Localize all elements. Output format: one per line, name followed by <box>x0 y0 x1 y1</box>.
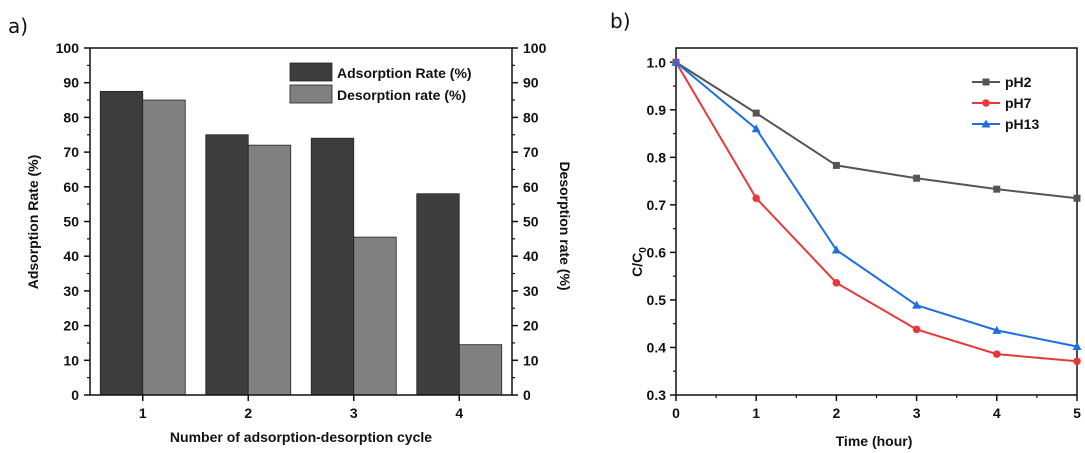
chart-a-right-tick-label-50: 50 <box>523 214 539 230</box>
chart-b-x-axis-title: Time (hour) <box>836 433 913 449</box>
data-point-ph7-t2 <box>832 279 841 287</box>
chart-a-right-tick-label-40: 40 <box>523 248 539 264</box>
chart-a-left-tick-label-10: 10 <box>63 352 79 368</box>
chart-a-left-tick-label-30: 30 <box>63 283 79 299</box>
chart-b-x-tick-label-5: 5 <box>1073 405 1081 421</box>
chart-a-right-tick-label-100: 100 <box>523 40 547 56</box>
data-point-ph13-t0 <box>671 57 681 66</box>
chart-b-y-tick-label-0.3: 0.3 <box>647 387 667 403</box>
data-point-ph13-t5 <box>1072 342 1082 351</box>
chart-a-right-tick-label-20: 20 <box>523 318 539 334</box>
data-point-ph2-t2 <box>832 161 840 169</box>
legend-label-ph13: pH13 <box>1005 116 1039 132</box>
bar-desorption-cycle-1 <box>142 99 186 396</box>
data-point-ph13-t3 <box>912 300 922 309</box>
legend-swatch-desorption <box>289 84 333 104</box>
bar-adsorption-cycle-4 <box>416 193 460 396</box>
chart-b-y-tick-label-0.9: 0.9 <box>647 102 667 118</box>
chart-a-left-tick-label-80: 80 <box>63 109 79 125</box>
y-axis-title-subscript: 0 <box>638 247 649 253</box>
chart-a-left-axis-title: Adsorption Rate (%) <box>25 155 41 290</box>
chart-a-x-tick-label-4: 4 <box>455 405 463 421</box>
chart-b-y-tick-label-1.0: 1.0 <box>647 54 667 70</box>
chart-a-left-tick-label-90: 90 <box>63 75 79 91</box>
bar-desorption-cycle-3 <box>353 236 397 396</box>
chart-a-left-tick-label-50: 50 <box>63 214 79 230</box>
y-axis-title-main: C/C <box>629 253 645 277</box>
chart-a-left-tick-label-40: 40 <box>63 248 79 264</box>
panel-b-label: b) <box>610 9 631 33</box>
chart-a-right-tick-label-70: 70 <box>523 144 539 160</box>
bar-adsorption-cycle-2 <box>205 134 249 396</box>
data-point-ph13-t4 <box>992 325 1002 334</box>
data-point-ph2-t1 <box>752 109 760 117</box>
bar-adsorption-cycle-1 <box>99 90 144 396</box>
chart-b-x-tick-label-0: 0 <box>672 405 680 421</box>
chart-a-left-tick-label-100: 100 <box>56 40 80 56</box>
bar-desorption-cycle-2 <box>247 144 292 396</box>
bar-desorption-cycle-4 <box>458 344 503 396</box>
chart-b-y-tick-label-0.8: 0.8 <box>647 149 667 165</box>
data-point-ph7-t1 <box>752 194 760 203</box>
svg-text:C/C0: C/C0 <box>629 247 649 277</box>
series-line-ph13 <box>675 61 1078 348</box>
chart-a-left-tick-label-70: 70 <box>63 144 79 160</box>
series-line-ph7 <box>675 61 1078 363</box>
chart-b-y-tick-label-0.6: 0.6 <box>647 244 667 260</box>
chart-b-y-axis-title: C/C0 <box>629 247 649 277</box>
legend-label-ph2: pH2 <box>1005 74 1032 90</box>
chart-a-right-tick-label-0: 0 <box>523 387 531 403</box>
data-point-ph7-t4 <box>993 350 1001 358</box>
chart-b-y-tick-label-0.7: 0.7 <box>647 197 667 213</box>
chart-a-left-tick-label-20: 20 <box>63 318 79 334</box>
chart-b-y-tick-label-0.4: 0.4 <box>647 339 667 355</box>
chart-a-x-tick-label-2: 2 <box>244 405 252 421</box>
legend-marker-ph13 <box>981 119 991 128</box>
panel-a-label: a) <box>8 14 29 38</box>
legend-swatch-adsorption <box>289 62 333 82</box>
chart-b-x-tick-label-1: 1 <box>752 405 760 421</box>
chart-b-y-tick-label-0.5: 0.5 <box>647 292 667 308</box>
chart-a-left-tick-label-0: 0 <box>71 387 79 403</box>
chart-a-right-tick-label-30: 30 <box>523 283 539 299</box>
legend-label-adsorption: Adsorption Rate (%) <box>337 65 472 81</box>
chart-a-right-tick-label-60: 60 <box>523 179 539 195</box>
chart-a-x-tick-label-3: 3 <box>350 405 358 421</box>
chart-a-left-tick-label-60: 60 <box>63 179 79 195</box>
data-point-ph7-t3 <box>912 325 921 334</box>
data-point-ph13-t2 <box>831 245 841 254</box>
chart-b-x-tick-label-2: 2 <box>833 405 841 421</box>
chart-a-right-axis-title: Desorption rate (%) <box>557 161 573 290</box>
bar-adsorption-cycle-3 <box>310 137 355 396</box>
chart-a-right-tick-label-90: 90 <box>523 75 539 91</box>
bar-chart-adsorption-desorption: Number of adsorption-desorption cycle Ad… <box>25 40 573 445</box>
legend-label-ph7: pH7 <box>1005 95 1032 111</box>
data-point-ph2-t5 <box>1073 194 1081 202</box>
legend-marker-ph7 <box>982 99 990 107</box>
legend-marker-ph2 <box>982 78 990 86</box>
chart-a-right-tick-label-80: 80 <box>523 109 539 125</box>
chart-a-right-tick-label-10: 10 <box>523 352 539 368</box>
chart-a-legend: Adsorption Rate (%) Desorption rate (%) <box>289 62 472 104</box>
chart-b-legend: pH2 pH7 pH13 <box>972 74 1039 132</box>
chart-b-x-tick-label-4: 4 <box>993 405 1001 421</box>
series-line-ph2 <box>675 61 1078 200</box>
legend-label-desorption: Desorption rate (%) <box>337 87 466 103</box>
chart-b-x-tick-label-3: 3 <box>913 405 921 421</box>
data-point-ph7-t5 <box>1073 357 1081 366</box>
data-point-ph13-t1 <box>751 124 761 133</box>
chart-a-x-axis-title: Number of adsorption-desorption cycle <box>170 429 432 445</box>
data-point-ph2-t4 <box>993 185 1001 193</box>
data-point-ph2-t3 <box>913 174 921 182</box>
chart-a-x-tick-label-1: 1 <box>139 405 147 421</box>
